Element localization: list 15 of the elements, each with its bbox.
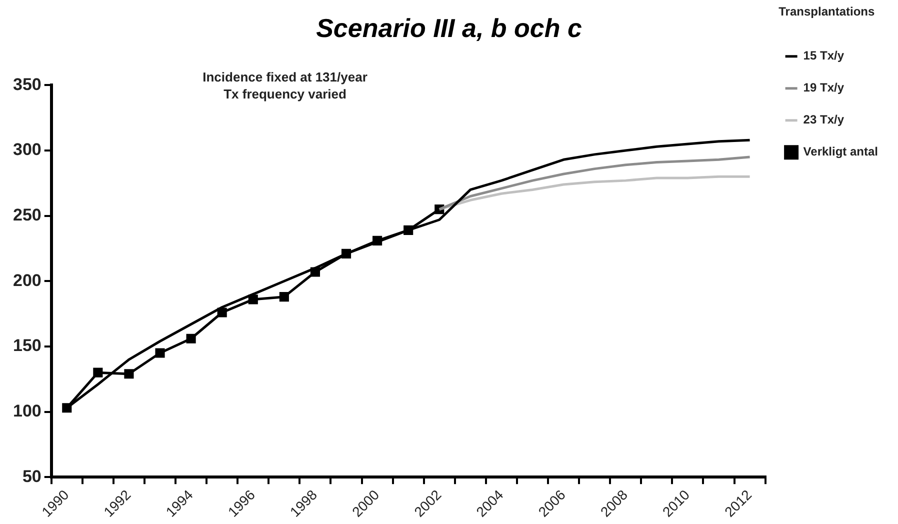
y-tick-label: 300 [12,140,42,160]
legend-label: 19 Tx/y [803,80,844,95]
y-tick-label: 50 [22,466,42,486]
y-tick-label: 150 [12,336,42,356]
y-tick-label: 350 [12,74,42,94]
y-tick-label: 250 [12,206,42,225]
y-tick-label: 200 [12,270,42,290]
legend-label: 15 Tx/y [803,48,844,63]
y-tick-label: 100 [12,401,42,420]
annotation: Tx frequency varied [224,86,346,102]
legend-label: 23 Tx/y [803,112,844,127]
text: Incidence fixed at 131/year [202,69,368,84]
chart-title: Scenario III a, b och c [316,12,582,43]
legend-label: Verkligt antal [803,144,878,159]
legend-title: Transplantations [778,4,875,18]
